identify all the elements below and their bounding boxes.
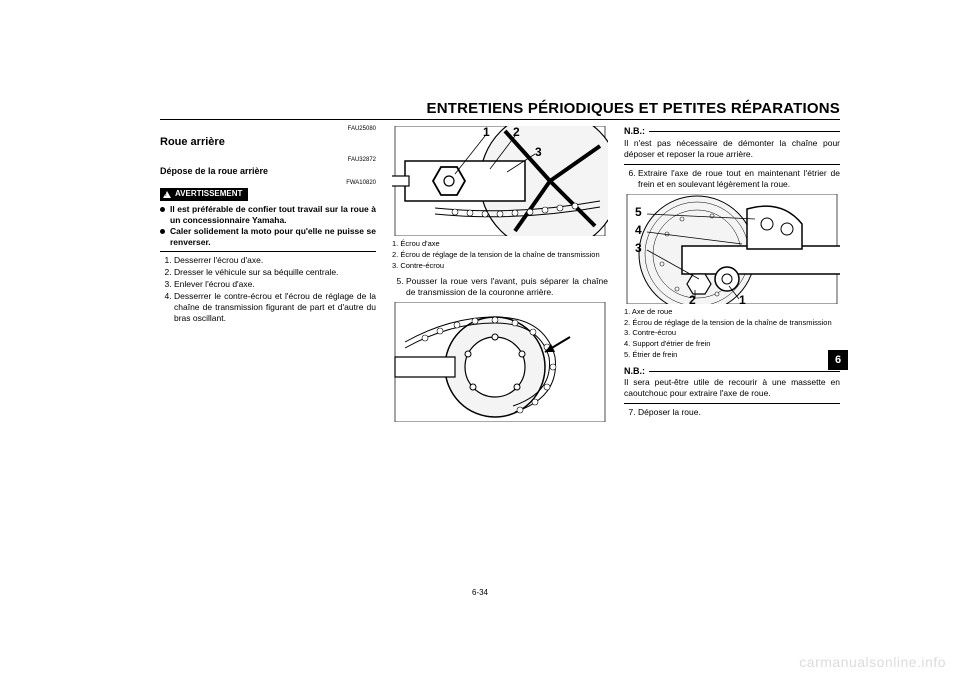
figure-chain-removal [392, 302, 608, 422]
divider [624, 164, 840, 165]
column-3: N.B.: Il n'est pas nécessaire de démonte… [624, 126, 840, 580]
note-body: Il n'est pas nécessaire de démonter la c… [624, 138, 840, 160]
procedure-steps: Extraire l'axe de roue tout en maintenan… [624, 168, 840, 190]
callout: 1 [483, 126, 490, 139]
caption: 3. Contre-écrou [392, 261, 608, 271]
note-heading: N.B.: [624, 366, 840, 378]
step: Extraire l'axe de roue tout en maintenan… [638, 168, 840, 190]
callout: 3 [635, 241, 642, 255]
step: Dresser le véhicule sur sa béquille cent… [174, 267, 376, 278]
callout: 4 [635, 223, 642, 237]
step: Enlever l'écrou d'axe. [174, 279, 376, 290]
chapter-tab: 6 [828, 350, 848, 370]
section-title: Roue arrière [160, 135, 376, 149]
caption: 1. Écrou d'axe [392, 239, 608, 249]
figure-captions: 1. Axe de roue 2. Écrou de réglage de la… [624, 307, 840, 360]
warning-item: Il est préférable de confier tout travai… [160, 204, 376, 226]
caption: 4. Support d'étrier de frein [624, 339, 840, 349]
note-body: Il sera peut-être utile de recourir à un… [624, 377, 840, 399]
figure-caliper: 5 4 3 2 1 [624, 194, 840, 304]
ref-code: FAU25080 [160, 126, 376, 134]
callout: 3 [535, 145, 542, 159]
callout: 5 [635, 205, 642, 219]
procedure-steps: Desserrer l'écrou d'axe. Dresser le véhi… [160, 255, 376, 324]
note-rule [649, 131, 840, 132]
caption: 1. Axe de roue [624, 307, 840, 317]
warning-icon [163, 191, 171, 198]
divider [160, 251, 376, 252]
figure-captions: 1. Écrou d'axe 2. Écrou de réglage de la… [392, 239, 608, 270]
note-label: N.B.: [624, 126, 645, 138]
warning-badge: AVERTISSEMENT [160, 188, 248, 200]
warning-list: Il est préférable de confier tout travai… [160, 204, 376, 248]
caption: 2. Écrou de réglage de la tension de la … [392, 250, 608, 260]
ref-code: FAU32872 [160, 157, 376, 165]
callout: 2 [689, 293, 696, 304]
divider [624, 403, 840, 404]
note-rule [649, 371, 840, 372]
manual-page: ENTRETIENS PÉRIODIQUES ET PETITES RÉPARA… [160, 100, 840, 580]
step: Desserrer l'écrou d'axe. [174, 255, 376, 266]
caption: 3. Contre-écrou [624, 328, 840, 338]
columns: FAU25080 Roue arrière FAU32872 Dépose de… [160, 126, 840, 580]
callout: 2 [513, 126, 520, 139]
step: Pousser la roue vers l'avant, puis sépar… [406, 276, 608, 298]
header-rule [160, 119, 840, 120]
ref-code: FWA10820 [160, 180, 376, 188]
step: Déposer la roue. [638, 407, 840, 418]
column-2: 1 2 3 1. Écrou d'axe 2. Écrou de réglage… [392, 126, 608, 580]
watermark: carmanualsonline.info [799, 654, 946, 670]
caption: 5. Étrier de frein [624, 350, 840, 360]
warning-item: Caler solidement la moto pour qu'elle ne… [160, 226, 376, 248]
subheading: Dépose de la roue arrière [160, 166, 376, 178]
warning-label: AVERTISSEMENT [175, 189, 242, 199]
page-number: 6-34 [472, 588, 488, 597]
chapter-title: ENTRETIENS PÉRIODIQUES ET PETITES RÉPARA… [160, 100, 840, 119]
figure-axle-nut: 1 2 3 [392, 126, 608, 236]
callout: 1 [739, 293, 746, 304]
column-1: FAU25080 Roue arrière FAU32872 Dépose de… [160, 126, 376, 580]
caption: 2. Écrou de réglage de la tension de la … [624, 318, 840, 328]
step: Desserrer le contre-écrou et l'écrou de … [174, 291, 376, 324]
note-label: N.B.: [624, 366, 645, 378]
procedure-steps: Déposer la roue. [624, 407, 840, 418]
procedure-steps: Pousser la roue vers l'avant, puis sépar… [392, 276, 608, 298]
note-heading: N.B.: [624, 126, 840, 138]
